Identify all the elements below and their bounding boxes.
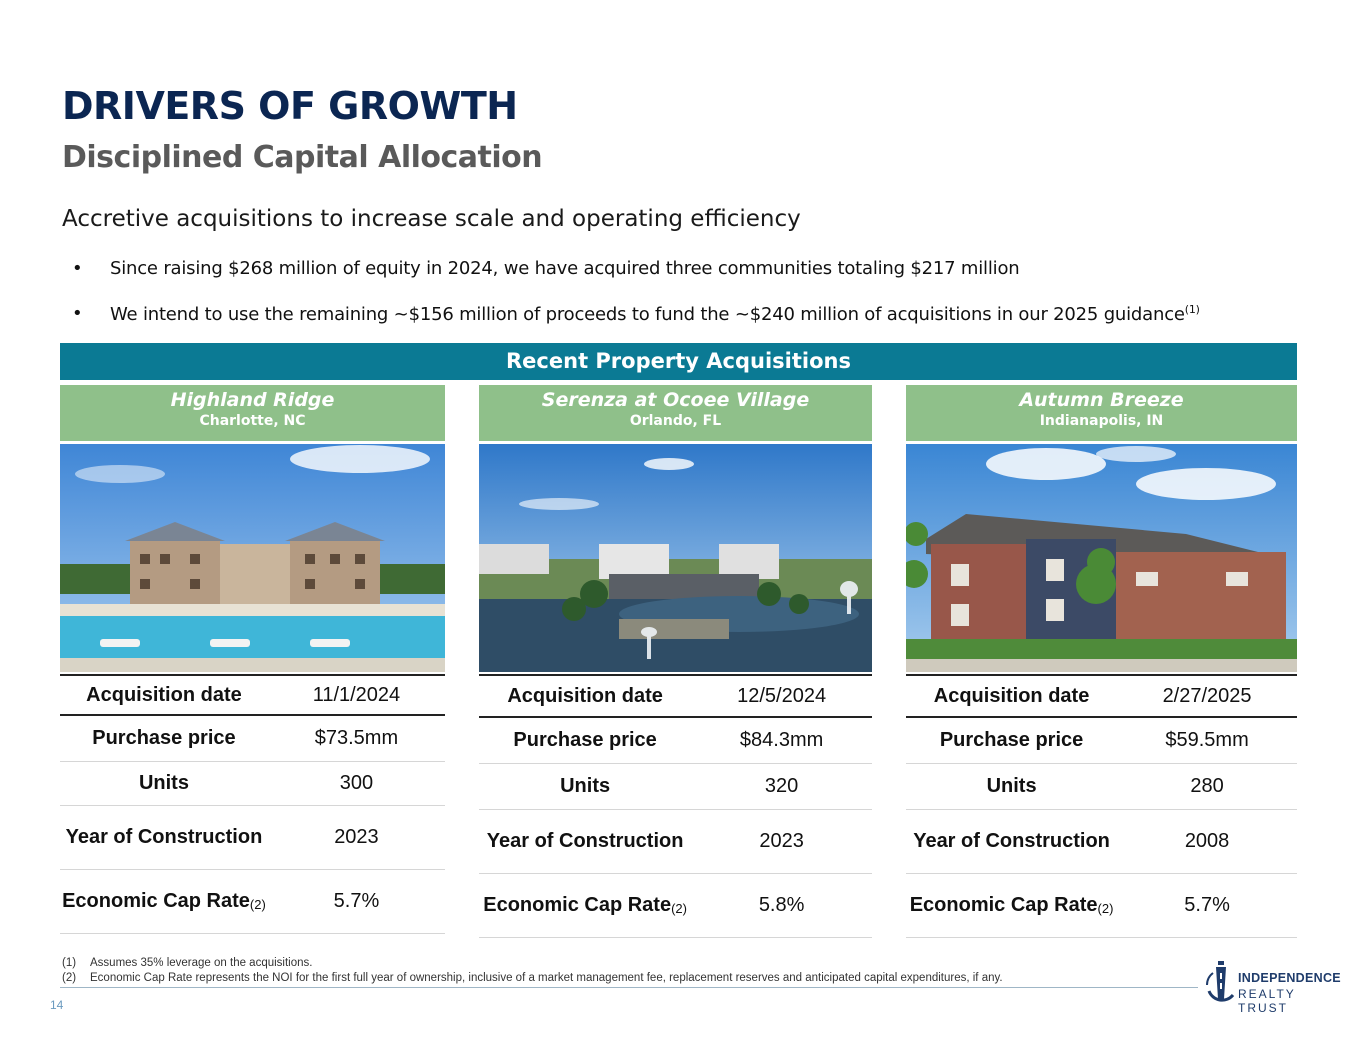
property-card-highland-ridge: Highland Ridge Charlotte, NC Acquisition… xyxy=(60,385,445,934)
row-label: Economic Cap Rate xyxy=(483,893,672,916)
row-label: Units xyxy=(906,763,1118,810)
row-value: 300 xyxy=(267,761,445,806)
row-value: 320 xyxy=(691,763,872,810)
property-name: Serenza at Ocoee Village xyxy=(541,389,810,411)
property-name: Autumn Breeze xyxy=(1019,389,1184,411)
logo-line-2: REALTY TRUST xyxy=(1238,987,1296,1015)
footnote-number: (2) xyxy=(62,972,77,984)
row-value: 5.7% xyxy=(1117,873,1297,938)
table-row: Units 320 xyxy=(479,763,872,810)
footnote-ref: (2) xyxy=(1097,900,1114,916)
row-label: Purchase price xyxy=(60,715,268,762)
row-label: Acquisition date xyxy=(60,674,268,716)
footnote-text: Economic Cap Rate represents the NOI for… xyxy=(90,972,1003,984)
row-value: 5.8% xyxy=(691,873,872,938)
row-value: 5.7% xyxy=(267,869,445,934)
row-value: 11/1/2024 xyxy=(267,674,445,716)
row-label-cell: Economic Cap Rate(2) xyxy=(906,873,1118,938)
row-label: Purchase price xyxy=(906,717,1118,764)
bullet-marker: • xyxy=(72,303,83,324)
property-location: Orlando, FL xyxy=(629,413,722,429)
row-label: Economic Cap Rate xyxy=(62,889,250,912)
table-row: Acquisition date 12/5/2024 xyxy=(479,674,872,718)
row-label: Units xyxy=(60,761,268,806)
bullet-text: Since raising $268 million of equity in … xyxy=(110,258,1020,279)
table-row: Acquisition date 2/27/2025 xyxy=(906,674,1297,718)
footnote-ref: (2) xyxy=(249,896,266,912)
row-label: Units xyxy=(479,763,692,810)
table-row: Economic Cap Rate(2) 5.7% xyxy=(60,869,445,934)
row-value: 2/27/2025 xyxy=(1117,674,1297,718)
section-heading: Accretive acquisitions to increase scale… xyxy=(62,206,801,232)
footnote-item: (2) Economic Cap Rate represents the NOI … xyxy=(62,971,1003,986)
bullet-marker: • xyxy=(72,258,83,279)
property-card-autumn-breeze: Autumn Breeze Indianapolis, IN Acquisiti… xyxy=(906,385,1297,938)
property-header: Autumn Breeze Indianapolis, IN xyxy=(906,385,1297,441)
footnote-item: (1) Assumes 35% leverage on the acquisiti… xyxy=(62,956,1003,971)
row-value: $84.3mm xyxy=(691,717,872,764)
row-label-cell: Economic Cap Rate(2) xyxy=(60,869,268,934)
row-label: Year of Construction xyxy=(906,809,1118,874)
footnote-ref: (2) xyxy=(671,900,687,916)
row-value: 2008 xyxy=(1117,809,1297,874)
row-label: Acquisition date xyxy=(906,674,1118,718)
property-location: Indianapolis, IN xyxy=(1039,413,1164,429)
footnotes: (1) Assumes 35% leverage on the acquisiti… xyxy=(62,956,1003,986)
property-name: Highland Ridge xyxy=(170,389,335,411)
row-label-cell: Economic Cap Rate(2) xyxy=(479,873,692,938)
table-row: Acquisition date 11/1/2024 xyxy=(60,674,445,716)
bullet-text: We intend to use the remaining ~$156 mil… xyxy=(110,304,1185,325)
property-header: Serenza at Ocoee Village Orlando, FL xyxy=(479,385,872,441)
table-row: Year of Construction 2008 xyxy=(906,809,1297,874)
row-value: 2023 xyxy=(691,809,872,874)
table-row: Economic Cap Rate(2) 5.8% xyxy=(479,873,872,938)
footnote-number: (1) xyxy=(62,957,77,969)
footer-divider xyxy=(60,987,1198,988)
page-number: 14 xyxy=(50,998,64,1012)
row-label: Economic Cap Rate xyxy=(909,893,1098,916)
row-label: Acquisition date xyxy=(479,674,692,718)
row-value: 2023 xyxy=(267,805,445,870)
company-logo: INDEPENDENCE REALTY TRUST xyxy=(1205,955,1341,1015)
property-card-serenza: Serenza at Ocoee Village Orlando, FL Acq… xyxy=(479,385,872,938)
row-value: 280 xyxy=(1117,763,1297,810)
property-photo xyxy=(906,444,1297,672)
row-label: Year of Construction xyxy=(60,805,268,870)
row-label: Year of Construction xyxy=(479,809,692,874)
property-facts-table: Acquisition date 12/5/2024 Purchase price… xyxy=(479,674,872,938)
acquisitions-banner: Recent Property Acquisitions xyxy=(60,343,1297,380)
row-label: Purchase price xyxy=(479,717,692,764)
property-facts-table: Acquisition date 2/27/2025 Purchase price… xyxy=(906,674,1297,938)
bullet-item: • Since raising $268 million of equity i… xyxy=(72,258,1200,303)
table-row: Purchase price $73.5mm xyxy=(60,715,445,762)
property-facts-table: Acquisition date 11/1/2024 Purchase price… xyxy=(60,674,445,934)
row-value: $73.5mm xyxy=(267,715,445,762)
table-row: Year of Construction 2023 xyxy=(60,805,445,870)
table-row: Purchase price $84.3mm xyxy=(479,717,872,764)
row-value: 12/5/2024 xyxy=(691,674,872,718)
bullet-item: • We intend to use the remaining ~$156 m… xyxy=(72,303,1200,348)
page-title: DRIVERS OF GROWTH xyxy=(62,84,518,128)
footnote-text: Assumes 35% leverage on the acquisitions… xyxy=(90,957,313,969)
table-row: Year of Construction 2023 xyxy=(479,809,872,874)
table-row: Units 300 xyxy=(60,761,445,806)
property-photo xyxy=(479,444,872,672)
logo-mark-icon xyxy=(1206,961,1235,1002)
property-location: Charlotte, NC xyxy=(199,413,306,429)
table-row: Economic Cap Rate(2) 5.7% xyxy=(906,873,1297,938)
table-row: Purchase price $59.5mm xyxy=(906,717,1297,764)
row-value: $59.5mm xyxy=(1117,717,1297,764)
logo-line-1: INDEPENDENCE xyxy=(1238,971,1341,985)
page-subtitle: Disciplined Capital Allocation xyxy=(62,140,543,175)
footnote-ref: (1) xyxy=(1184,303,1200,316)
property-photo xyxy=(60,444,445,672)
property-header: Highland Ridge Charlotte, NC xyxy=(60,385,445,441)
bullet-list: • Since raising $268 million of equity i… xyxy=(72,258,1200,348)
table-row: Units 280 xyxy=(906,763,1297,810)
